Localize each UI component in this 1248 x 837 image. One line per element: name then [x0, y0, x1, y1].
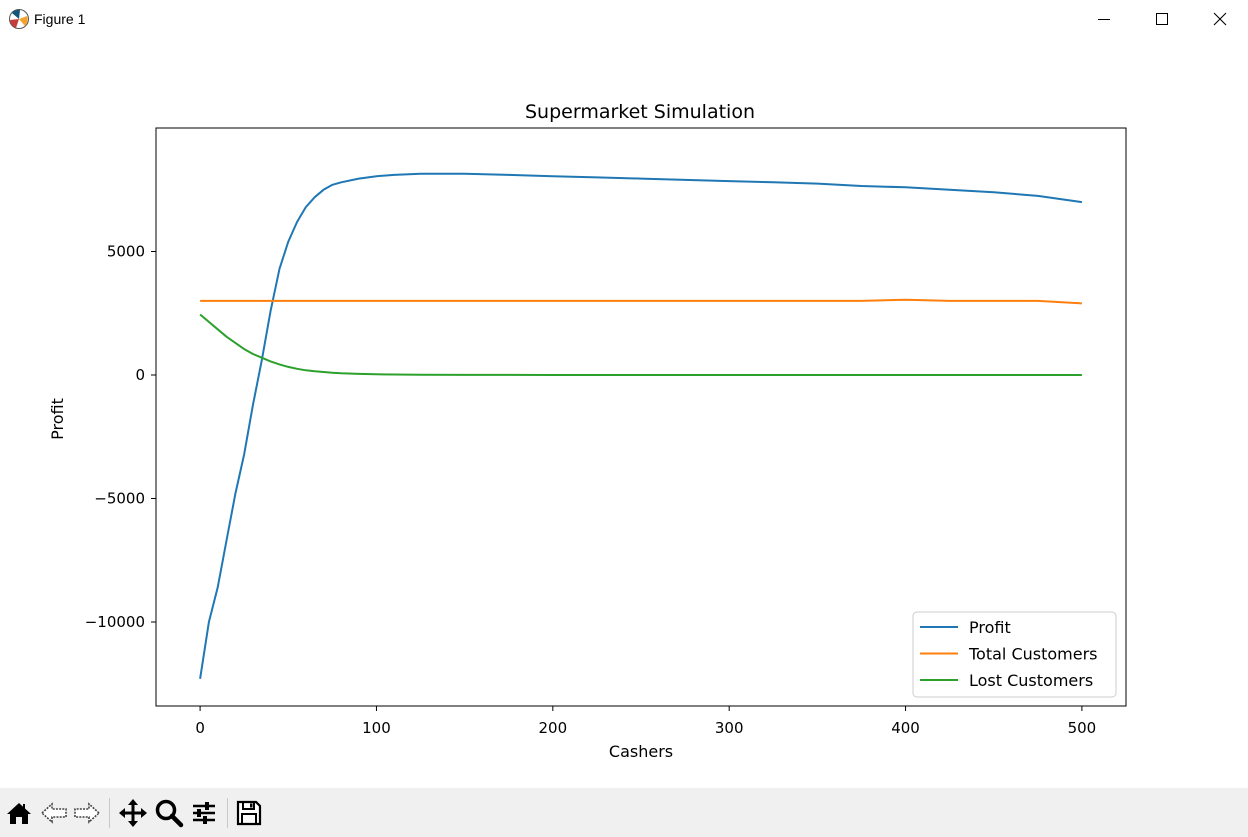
maximize-icon — [1156, 13, 1168, 25]
window-title: Figure 1 — [34, 11, 86, 27]
pan-button[interactable] — [116, 796, 150, 830]
forward-arrow-icon — [74, 802, 101, 824]
plot-lines — [199, 172, 1083, 679]
navigation-toolbar — [0, 788, 1248, 837]
toolbar-separator — [109, 798, 110, 828]
pan-icon — [119, 799, 147, 827]
save-button[interactable] — [232, 796, 266, 830]
x-axis-ticks: 0 100 200 300 400 500 — [195, 706, 1096, 737]
y-tick-label: 5000 — [107, 243, 145, 261]
y-tick-label: −5000 — [94, 490, 145, 508]
figure-canvas[interactable]: Supermarket Simulation 0 100 200 300 400 500 … — [0, 38, 1248, 788]
close-button[interactable] — [1191, 0, 1248, 38]
forward-button[interactable] — [70, 796, 104, 830]
axes-frame — [155, 127, 1127, 707]
home-button[interactable] — [2, 796, 36, 830]
y-axis-ticks: −10000 −5000 0 5000 — [85, 243, 156, 631]
configure-subplots-icon — [193, 802, 215, 824]
minimize-icon — [1098, 19, 1110, 20]
x-tick-label: 300 — [715, 719, 744, 737]
legend-box — [912, 611, 1117, 698]
chart-title: Supermarket Simulation — [525, 101, 755, 123]
zoom-button[interactable] — [152, 796, 186, 830]
x-tick-label: 200 — [538, 719, 567, 737]
legend: Profit Total Customers Lost Customers — [912, 611, 1117, 698]
toolbar-separator — [227, 798, 228, 828]
matplotlib-icon — [9, 9, 29, 29]
minimize-button[interactable] — [1075, 0, 1133, 38]
legend-label-0: Profit — [969, 618, 1011, 637]
legend-label-2: Lost Customers — [969, 671, 1093, 690]
legend-label-1: Total Customers — [968, 645, 1098, 664]
x-tick-label: 500 — [1068, 719, 1097, 737]
close-icon — [1213, 12, 1227, 26]
x-tick-label: 0 — [195, 719, 205, 737]
window-titlebar: Figure 1 — [0, 0, 1248, 38]
y-tick-label: 0 — [135, 366, 145, 384]
series-line-0 — [199, 172, 1083, 679]
x-axis-label: Cashers — [609, 742, 673, 761]
zoom-icon — [155, 799, 184, 828]
home-icon — [7, 803, 31, 824]
back-button[interactable] — [37, 796, 71, 830]
series-line-1 — [200, 298, 1082, 305]
series-line-2 — [199, 313, 1082, 376]
x-tick-label: 400 — [891, 719, 920, 737]
configure-subplots-button[interactable] — [187, 796, 221, 830]
back-arrow-icon — [40, 802, 67, 824]
x-tick-label: 100 — [362, 719, 391, 737]
save-icon — [236, 800, 262, 826]
y-tick-label: −10000 — [85, 613, 145, 631]
line-chart: Supermarket Simulation 0 100 200 300 400 500 … — [48, 101, 1127, 761]
maximize-button[interactable] — [1133, 0, 1191, 38]
y-axis-label: Profit — [48, 398, 67, 440]
